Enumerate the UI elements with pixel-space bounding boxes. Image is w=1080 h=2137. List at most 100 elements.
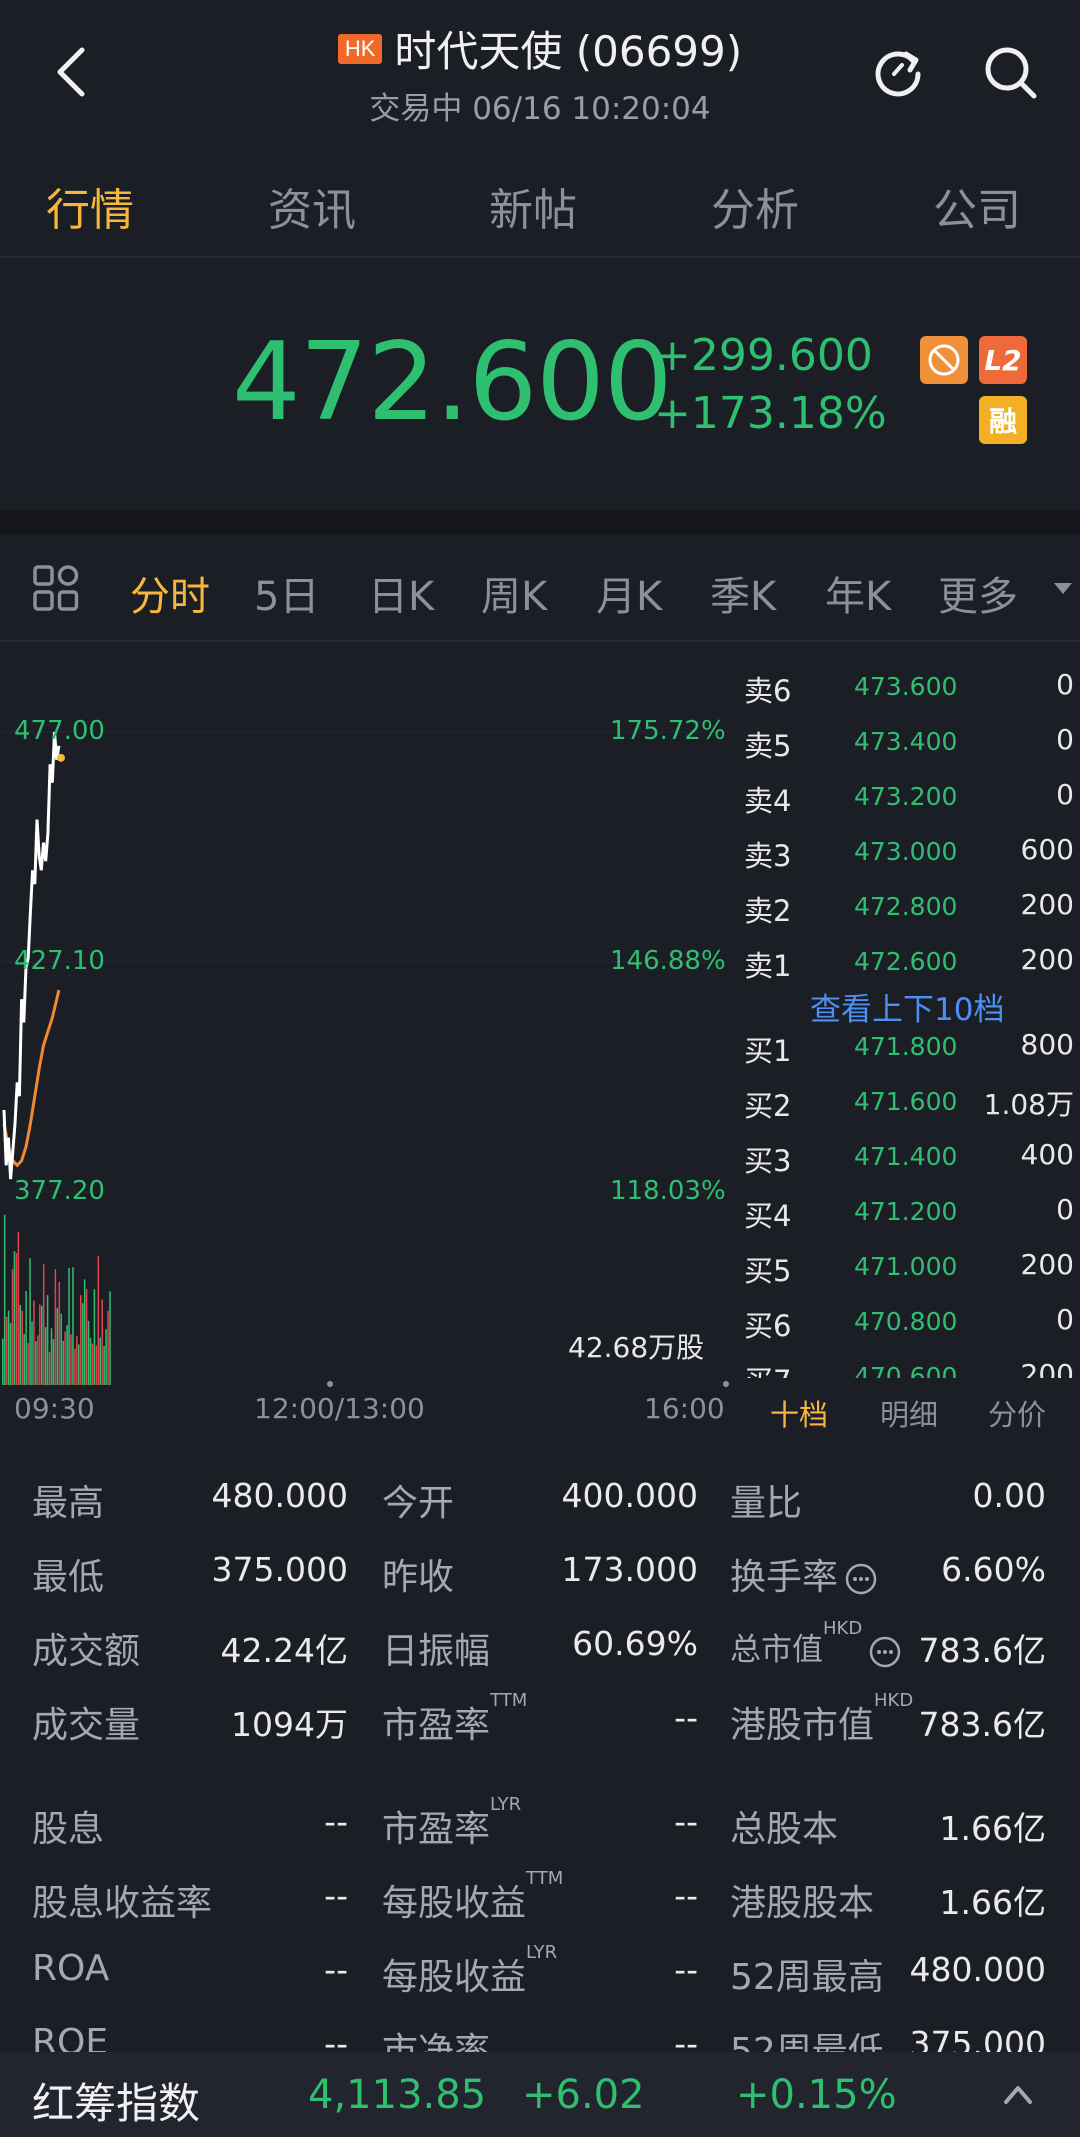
volume-bar <box>105 1329 107 1385</box>
ask-row[interactable]: 卖2 472.800 200 <box>744 888 1074 936</box>
volume-bar <box>39 1304 41 1385</box>
stat-eps-ttm-label: 每股收益TTM <box>382 1868 563 1926</box>
index-change-pct: +0.15% <box>736 2072 897 2118</box>
volume-bar <box>11 1269 14 1385</box>
volume-bar <box>83 1279 86 1385</box>
dropdown-caret-icon[interactable] <box>1052 580 1074 596</box>
stat-amplitude-value: 60.69% <box>572 1624 698 1663</box>
orderbook-quantity: 200 <box>1020 1358 1074 1378</box>
volume-bar <box>50 1328 53 1385</box>
view-10-levels-link[interactable]: 查看上下10档 <box>810 992 1005 1028</box>
stat-mkt-cap-label-text: 总市值 <box>730 1632 823 1668</box>
stat-total-shares-value: 1.66亿 <box>939 1809 1046 1848</box>
y-label-top: 477.00 <box>14 716 105 746</box>
ask-row[interactable]: 卖4 473.200 0 <box>744 778 1074 826</box>
tab-analysis[interactable]: 分析 <box>711 185 799 236</box>
orderbook-price: 471.200 <box>854 1197 958 1226</box>
no-short-icon[interactable] <box>920 336 968 384</box>
volume-bar <box>97 1255 100 1385</box>
volume-bar <box>33 1300 35 1385</box>
tab-quote[interactable]: 行情 <box>46 185 134 236</box>
volume-bar <box>81 1303 84 1385</box>
back-arrow-icon[interactable] <box>48 42 98 102</box>
title-block: HK 时代天使 (06699) 交易中 06/16 10:20:04 <box>0 18 1080 128</box>
orderbook-tab-price-dist[interactable]: 分价 <box>988 1398 1047 1432</box>
stat-amount-label: 成交额 <box>32 1631 141 1672</box>
orderbook-quantity: 0 <box>1056 1193 1074 1226</box>
chevron-up-icon[interactable] <box>1000 2078 1036 2110</box>
period-daily-k[interactable]: 日K <box>368 574 435 620</box>
stat-hk-shares-label: 港股股本 <box>730 1883 875 1924</box>
volume-bar <box>85 1288 88 1385</box>
ask-row[interactable]: 卖5 473.400 0 <box>744 723 1074 771</box>
volume-bar <box>89 1337 92 1385</box>
more-info-icon[interactable] <box>868 1635 902 1669</box>
stat-pe-lyr-label-text: 市盈率 <box>382 1809 491 1850</box>
bid-row[interactable]: 买6 470.800 0 <box>744 1303 1074 1351</box>
refresh-icon[interactable] <box>870 44 926 100</box>
orderbook-tab-levels[interactable]: 十档 <box>770 1398 829 1432</box>
ask-row[interactable]: 卖6 473.600 0 <box>744 668 1074 716</box>
period-quarterly-k[interactable]: 季K <box>710 574 777 620</box>
period-divider <box>0 640 1080 642</box>
tab-posts[interactable]: 新帖 <box>489 185 577 236</box>
period-yearly-k[interactable]: 年K <box>825 574 892 620</box>
volume-bar <box>58 1281 61 1385</box>
volume-bar <box>46 1295 49 1385</box>
period-5day[interactable]: 5日 <box>254 574 320 620</box>
stat-low-value: 375.000 <box>211 1550 348 1589</box>
orderbook-price: 472.600 <box>854 947 958 976</box>
volume-bar <box>23 1333 25 1385</box>
stat-eps-lyr-label: 每股收益LYR <box>382 1942 557 2000</box>
volume-bar <box>9 1323 12 1385</box>
index-change: +6.02 <box>522 2072 645 2118</box>
grid-layout-icon[interactable] <box>32 564 80 612</box>
orderbook-side-label: 买3 <box>744 1144 792 1178</box>
ask-row[interactable]: 卖1 472.600 200 <box>744 943 1074 991</box>
volume-bar <box>101 1299 103 1385</box>
period-monthly-k[interactable]: 月K <box>596 574 663 620</box>
stat-div-yield-value: -- <box>324 1876 348 1915</box>
stat-low-label: 最低 <box>32 1557 105 1598</box>
stat-eps-lyr-label-text: 每股收益 <box>382 1957 527 1998</box>
stock-title: 时代天使 (06699) <box>394 27 743 76</box>
period-weekly-k[interactable]: 周K <box>481 574 548 620</box>
volume-bar <box>48 1351 51 1385</box>
search-icon[interactable] <box>982 44 1038 100</box>
volume-bar <box>13 1250 16 1385</box>
orderbook-quantity: 0 <box>1056 723 1074 756</box>
more-info-icon[interactable] <box>844 1562 878 1596</box>
bid-row[interactable]: 买1 471.800 800 <box>744 1028 1074 1076</box>
tab-news[interactable]: 资讯 <box>268 185 356 236</box>
level2-badge[interactable]: L2 <box>979 336 1027 384</box>
volume-bar <box>7 1310 10 1385</box>
period-intraday[interactable]: 分时 <box>130 574 210 620</box>
volume-bar <box>37 1335 39 1385</box>
tab-company[interactable]: 公司 <box>933 185 1021 236</box>
orderbook-tab-details[interactable]: 明细 <box>880 1398 939 1432</box>
orderbook-price: 470.600 <box>854 1362 958 1378</box>
period-more[interactable]: 更多 <box>938 574 1018 620</box>
stat-turnover-label-text: 换手率 <box>730 1557 839 1598</box>
bid-row[interactable]: 买5 471.000 200 <box>744 1248 1074 1296</box>
stat-div-yield-label: 股息收益率 <box>32 1883 213 1924</box>
intraday-chart[interactable] <box>0 640 730 1390</box>
stat-hk-mkt-cap-label-text: 港股市值 <box>730 1705 875 1746</box>
bid-row[interactable]: 买4 471.200 0 <box>744 1193 1074 1241</box>
x-label-open: 09:30 <box>14 1392 95 1425</box>
stat-high-value: 480.000 <box>211 1476 348 1515</box>
bid-row[interactable]: 买3 471.400 400 <box>744 1138 1074 1186</box>
bid-row[interactable]: 买7 470.600 200 <box>744 1358 1074 1378</box>
volume-bar <box>5 1316 8 1385</box>
index-ticker-bar[interactable]: 红筹指数 4,113.85 +6.02 +0.15% <box>0 2052 1080 2137</box>
volume-bars <box>2 1214 111 1385</box>
stat-prev-close-value: 173.000 <box>561 1550 698 1589</box>
stat-eps-ttm-sup: TTM <box>526 1868 564 1889</box>
bid-row[interactable]: 买2 471.600 1.08万 <box>744 1083 1074 1131</box>
x-label-midday: 12:00/13:00 <box>254 1392 425 1425</box>
orderbook-side-label: 卖5 <box>744 729 792 763</box>
margin-badge[interactable]: 融 <box>979 396 1027 444</box>
volume-bar <box>52 1339 55 1385</box>
orderbook-price: 471.600 <box>854 1087 958 1116</box>
ask-row[interactable]: 卖3 473.000 600 <box>744 833 1074 881</box>
